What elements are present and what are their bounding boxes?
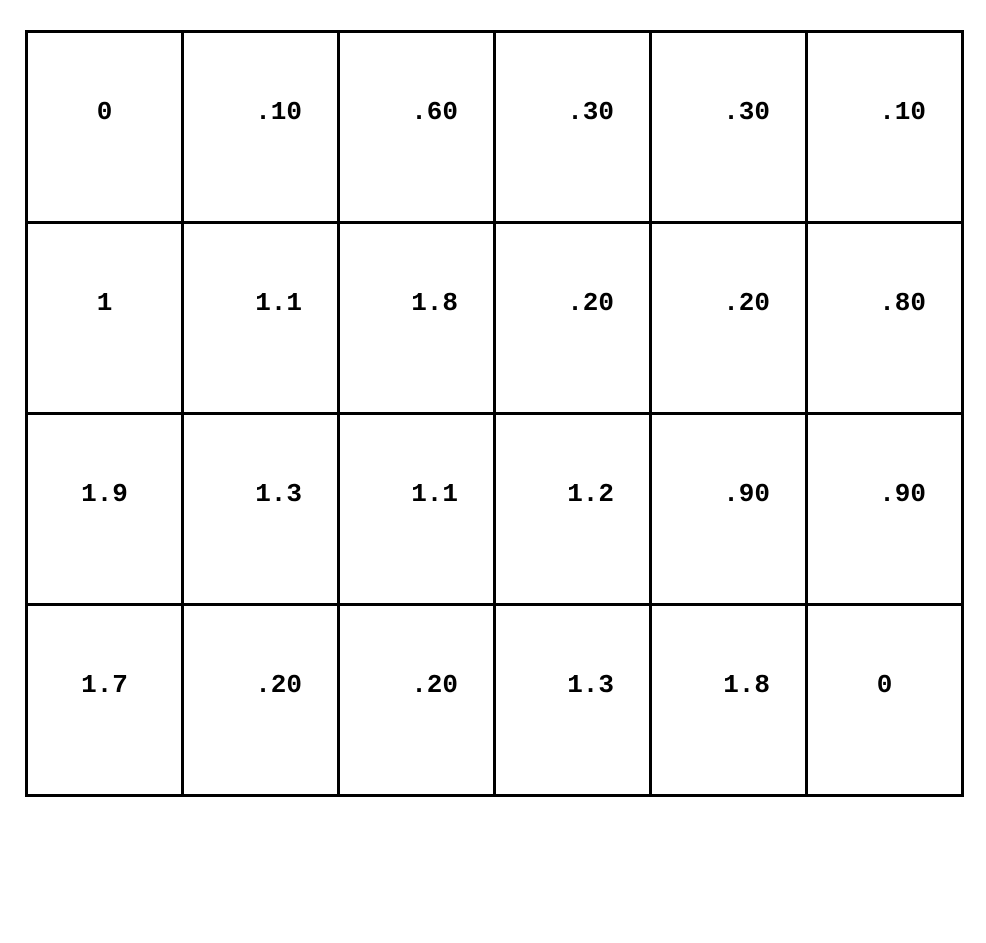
table-cell: 1.7 [27,605,183,796]
table-row: 0 .10 .60 .30 .30 .10 [27,32,963,223]
table-cell: .20 [183,605,339,796]
table-cell: .30 [495,32,651,223]
table-cell: 1.9 [27,414,183,605]
table-cell: 1.1 [339,414,495,605]
table-cell: .20 [651,223,807,414]
table-cell: 1.8 [651,605,807,796]
table-cell: 0 [27,32,183,223]
table-cell: 1.1 [183,223,339,414]
table-row: 1 1.1 1.8 .20 .20 .80 [27,223,963,414]
table-cell: 1.3 [183,414,339,605]
table-cell: .10 [807,32,963,223]
table-row: 1.7 .20 .20 1.3 1.8 0 [27,605,963,796]
table-cell: .30 [651,32,807,223]
table-cell: 1.3 [495,605,651,796]
table-cell: .20 [495,223,651,414]
table-cell: .60 [339,32,495,223]
table-cell: .20 [339,605,495,796]
table-row: 1.9 1.3 1.1 1.2 .90 .90 [27,414,963,605]
table-cell: 1.2 [495,414,651,605]
table-cell: .90 [807,414,963,605]
table-cell: .90 [651,414,807,605]
data-grid-table: 0 .10 .60 .30 .30 .10 1 1.1 1.8 .20 .20 … [25,30,964,797]
table-cell: 1.8 [339,223,495,414]
table-cell: 0 [807,605,963,796]
table-cell: .10 [183,32,339,223]
table-cell: .80 [807,223,963,414]
table-body: 0 .10 .60 .30 .30 .10 1 1.1 1.8 .20 .20 … [27,32,963,796]
table-cell: 1 [27,223,183,414]
